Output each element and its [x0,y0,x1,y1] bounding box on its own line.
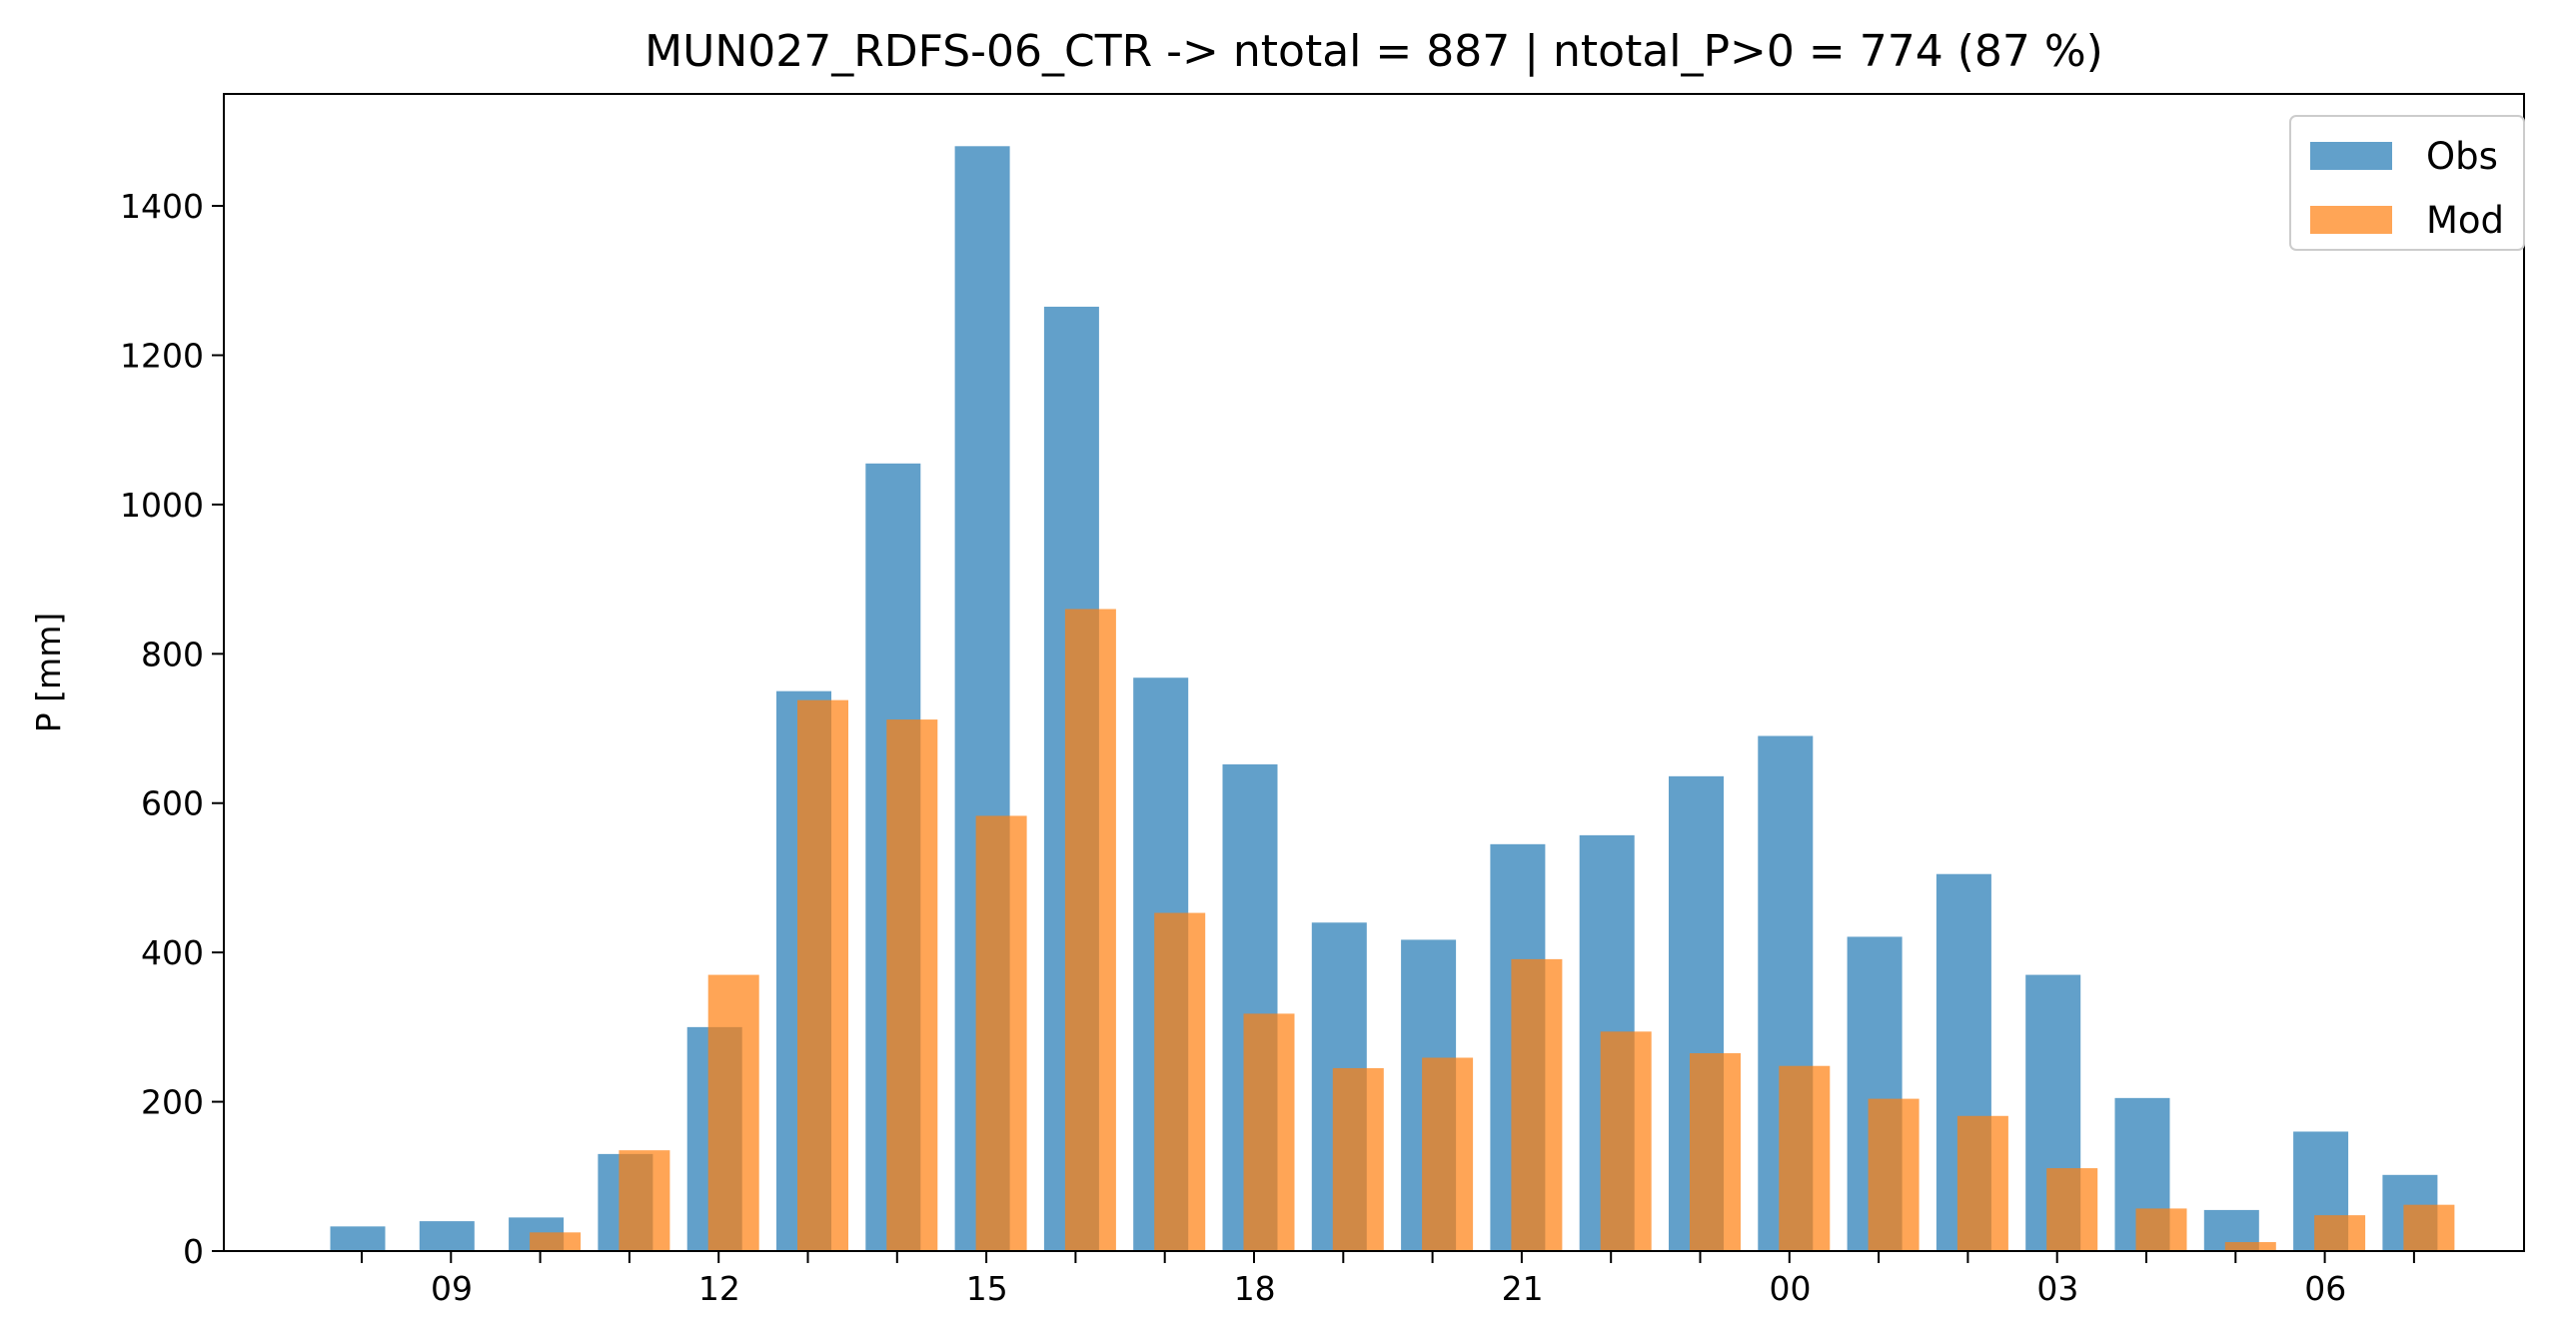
mod-bar-02 [1956,1115,2008,1251]
x-tick-label-15: 15 [966,1269,1008,1308]
chart-title: MUN027_RDFS-06_CTR -> ntotal = 887 | nto… [644,26,2103,77]
mod-bar-10 [530,1232,582,1251]
mod-bar-06 [2314,1215,2366,1251]
plot-frame [223,93,2525,1252]
legend-label-obs: Obs [2426,135,2498,178]
y-axis-label: P [mm] [29,613,68,732]
y-axis: 0 200 400 600 800 1000 1200 1400 [120,187,224,1271]
y-tick-label-400: 400 [141,933,204,972]
obs-bar-09 [419,1221,475,1251]
mod-bar-20 [1422,1057,1474,1251]
y-tick-label-0: 0 [183,1232,204,1271]
y-tick-label-800: 800 [141,635,204,673]
x-tick-label-12: 12 [698,1269,740,1308]
legend-swatch-obs [2310,142,2392,170]
mod-bar-12 [707,974,759,1251]
mod-bar-05 [2224,1242,2276,1251]
mod-bar-16 [1064,609,1116,1251]
y-tick-label-1400: 1400 [120,187,204,226]
mod-bar-13 [797,699,848,1251]
mod-bar-03 [2046,1168,2098,1251]
x-tick-label-21: 21 [1502,1269,1544,1308]
mod-bar-22 [1600,1031,1652,1251]
mod-bar-01 [1868,1098,1920,1251]
mod-bar-17 [1154,912,1206,1251]
y-tick-label-1000: 1000 [120,486,204,525]
mod-bar-18 [1243,1013,1295,1251]
y-tick-label-200: 200 [141,1083,204,1122]
x-tick-label-09: 09 [431,1269,473,1308]
x-tick-label-00: 00 [1770,1269,1812,1308]
mod-bar-21 [1511,958,1563,1251]
x-tick-label-06: 06 [2304,1269,2346,1308]
x-tick-label-03: 03 [2036,1269,2078,1308]
obs-bar-08 [330,1226,386,1251]
mod-bar-14 [886,719,938,1251]
legend-swatch-mod [2310,206,2392,234]
legend: Obs Mod [2289,115,2525,251]
x-axis: 09 12 15 18 21 00 03 06 [361,1251,2415,1308]
mod-bar-19 [1332,1067,1384,1251]
bars-layer [330,146,2455,1252]
mod-bar-11 [619,1150,670,1251]
mod-bar-04 [2135,1208,2187,1251]
mod-bar-07 [2403,1204,2455,1251]
mod-bar-15 [975,815,1027,1251]
legend-label-mod: Mod [2426,199,2504,242]
mod-bar-00 [1779,1065,1831,1251]
x-tick-label-18: 18 [1234,1269,1276,1308]
y-tick-label-600: 600 [141,784,204,823]
mod-bar-23 [1690,1053,1741,1251]
y-tick-label-1200: 1200 [120,336,204,375]
